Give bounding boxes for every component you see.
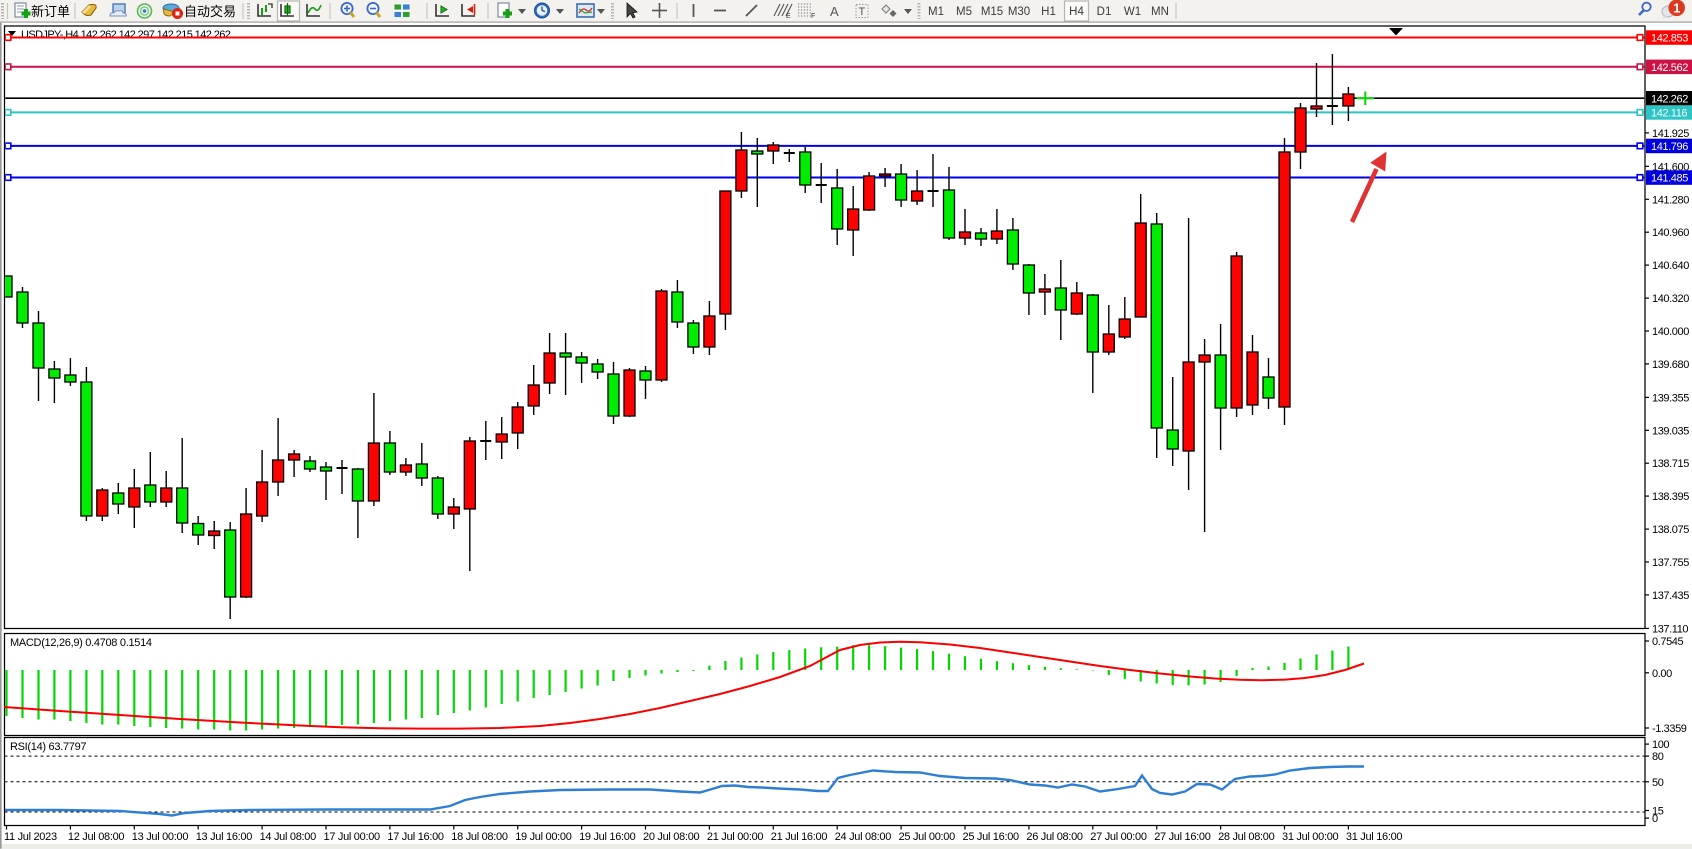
svg-text:24 Jul 08:00: 24 Jul 08:00 bbox=[835, 831, 892, 843]
svg-text:M30: M30 bbox=[1008, 6, 1030, 18]
svg-text:139.355: 139.355 bbox=[1652, 392, 1689, 404]
svg-text:MACD(12,26,9) 0.4708 0.1514: MACD(12,26,9) 0.4708 0.1514 bbox=[10, 637, 152, 649]
svg-text:A: A bbox=[830, 4, 839, 19]
svg-text:27 Jul 16:00: 27 Jul 16:00 bbox=[1154, 831, 1211, 843]
svg-text:18 Jul 08:00: 18 Jul 08:00 bbox=[451, 831, 508, 843]
svg-text:138.715: 138.715 bbox=[1652, 458, 1689, 470]
svg-text:142.562: 142.562 bbox=[1651, 62, 1688, 74]
svg-text:27 Jul 00:00: 27 Jul 00:00 bbox=[1090, 831, 1147, 843]
svg-text:139.680: 139.680 bbox=[1652, 359, 1689, 371]
svg-text:M15: M15 bbox=[981, 6, 1003, 18]
svg-text:137.755: 137.755 bbox=[1652, 557, 1689, 569]
svg-text:100: 100 bbox=[1652, 739, 1669, 751]
svg-text:-1.3359: -1.3359 bbox=[1652, 723, 1687, 735]
svg-text:0: 0 bbox=[1652, 813, 1658, 825]
svg-text:25 Jul 16:00: 25 Jul 16:00 bbox=[963, 831, 1020, 843]
svg-text:138.075: 138.075 bbox=[1652, 524, 1689, 536]
svg-text:0.7545: 0.7545 bbox=[1652, 636, 1684, 648]
svg-text:31 Jul 00:00: 31 Jul 00:00 bbox=[1282, 831, 1339, 843]
svg-text:80: 80 bbox=[1652, 751, 1664, 763]
svg-text:142.262: 142.262 bbox=[1651, 93, 1688, 105]
svg-text:自动交易: 自动交易 bbox=[184, 4, 236, 19]
svg-text:140.960: 140.960 bbox=[1652, 227, 1689, 239]
svg-text:50: 50 bbox=[1652, 777, 1664, 789]
svg-text:W1: W1 bbox=[1124, 6, 1141, 18]
svg-text:M5: M5 bbox=[956, 6, 972, 18]
svg-text:140.640: 140.640 bbox=[1652, 260, 1689, 272]
svg-text:新订单: 新订单 bbox=[31, 4, 70, 19]
svg-text:15: 15 bbox=[1652, 806, 1664, 818]
svg-text:13 Jul 16:00: 13 Jul 16:00 bbox=[196, 831, 253, 843]
svg-text:RSI(14) 63.7797: RSI(14) 63.7797 bbox=[10, 741, 86, 753]
svg-text:140.320: 140.320 bbox=[1652, 293, 1689, 305]
svg-text:28 Jul 08:00: 28 Jul 08:00 bbox=[1218, 831, 1275, 843]
svg-text:140.000: 140.000 bbox=[1652, 326, 1689, 338]
svg-text:19 Jul 00:00: 19 Jul 00:00 bbox=[515, 831, 572, 843]
svg-text:19 Jul 16:00: 19 Jul 16:00 bbox=[579, 831, 636, 843]
svg-text:E: E bbox=[786, 13, 791, 20]
svg-text:17 Jul 16:00: 17 Jul 16:00 bbox=[387, 831, 444, 843]
svg-text:138.395: 138.395 bbox=[1652, 491, 1689, 503]
svg-text:20 Jul 08:00: 20 Jul 08:00 bbox=[643, 831, 700, 843]
svg-text:1: 1 bbox=[1673, 1, 1680, 16]
svg-text:139.035: 139.035 bbox=[1652, 425, 1689, 437]
svg-text:21 Jul 00:00: 21 Jul 00:00 bbox=[707, 831, 764, 843]
svg-text:141.485: 141.485 bbox=[1651, 173, 1688, 185]
svg-text:137.435: 137.435 bbox=[1652, 590, 1689, 602]
svg-text:F: F bbox=[811, 13, 815, 20]
svg-text:M1: M1 bbox=[928, 6, 944, 18]
svg-text:USDJPY-,H4 142.262 142.297 14: USDJPY-,H4 142.262 142.297 142.215 142.2… bbox=[21, 29, 231, 41]
svg-text:13 Jul 00:00: 13 Jul 00:00 bbox=[132, 831, 189, 843]
svg-text:141.796: 141.796 bbox=[1651, 141, 1688, 153]
svg-text:T: T bbox=[859, 6, 866, 18]
svg-text:137.110: 137.110 bbox=[1652, 623, 1688, 635]
svg-text:MN: MN bbox=[1151, 6, 1169, 18]
svg-text:11 Jul 2023: 11 Jul 2023 bbox=[4, 831, 57, 843]
svg-text:142.853: 142.853 bbox=[1651, 33, 1688, 45]
svg-text:21 Jul 16:00: 21 Jul 16:00 bbox=[771, 831, 828, 843]
svg-text:17 Jul 00:00: 17 Jul 00:00 bbox=[324, 831, 381, 843]
svg-text:142.116: 142.116 bbox=[1651, 108, 1687, 120]
svg-text:141.925: 141.925 bbox=[1652, 128, 1689, 140]
svg-text:25 Jul 00:00: 25 Jul 00:00 bbox=[899, 831, 956, 843]
svg-text:141.280: 141.280 bbox=[1652, 194, 1689, 206]
svg-text:14 Jul 08:00: 14 Jul 08:00 bbox=[260, 831, 317, 843]
svg-text:0.00: 0.00 bbox=[1652, 668, 1672, 680]
svg-text:12 Jul 08:00: 12 Jul 08:00 bbox=[68, 831, 125, 843]
svg-text:H1: H1 bbox=[1041, 6, 1056, 18]
svg-text:H4: H4 bbox=[1069, 6, 1084, 18]
svg-text:31 Jul 16:00: 31 Jul 16:00 bbox=[1346, 831, 1403, 843]
svg-text:26 Jul 08:00: 26 Jul 08:00 bbox=[1026, 831, 1083, 843]
svg-text:D1: D1 bbox=[1097, 6, 1112, 18]
